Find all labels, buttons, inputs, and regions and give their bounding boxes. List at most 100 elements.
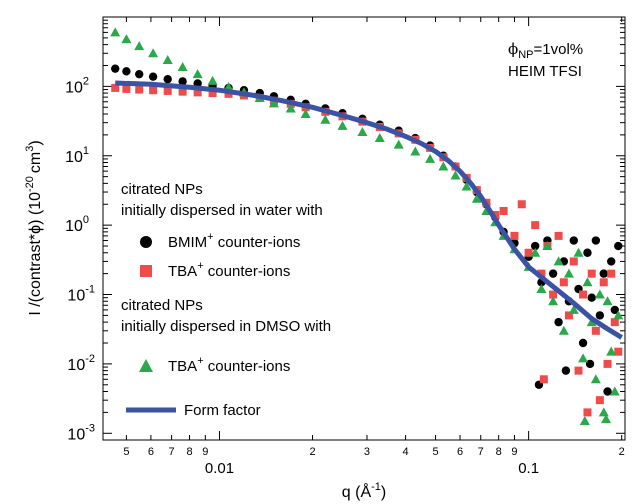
data-point-bmim (554, 317, 563, 327)
x-minor-tick-label: 5 (432, 446, 438, 458)
series-3 (115, 80, 623, 340)
data-point-tba-dmso (148, 48, 159, 58)
data-point-tba-dmso (609, 386, 620, 396)
data-point-bmim (603, 387, 612, 396)
data-point-tba-dmso (598, 407, 609, 417)
data-point-tba-dmso (320, 114, 331, 124)
legend-group1-subtitle: initially dispersed in water with (121, 202, 323, 219)
legend-entry-0: BMIM+ counter-ions (168, 231, 300, 251)
legend-entry-1: TBA+ counter-ions (168, 260, 290, 280)
data-point-tba-dmso (110, 27, 121, 37)
data-point-tba-dmso (425, 153, 436, 163)
data-point-tba-water (607, 269, 616, 278)
legend-marker-square (140, 265, 152, 277)
data-point-tba-dmso (548, 296, 559, 306)
data-point-tba-dmso (602, 296, 613, 306)
data-point-tba-dmso (285, 103, 296, 113)
x-major-tick-label: 0.01 (205, 460, 234, 477)
data-point-tba-dmso (268, 98, 279, 108)
data-point-tba-water (595, 396, 604, 405)
y-axis-label-exp1: -20 (24, 176, 36, 192)
data-point-tba-dmso (594, 289, 605, 299)
data-point-bmim (583, 248, 592, 257)
legend-entry-ion: BMIM (168, 234, 207, 251)
data-point-tba-water (208, 89, 217, 98)
data-point-bmim (595, 311, 605, 320)
data-point-bmim (135, 69, 144, 79)
legend-marker-triangle (139, 359, 153, 372)
data-point-tba-water (193, 88, 202, 97)
x-minor-tick-label: 2 (309, 446, 315, 458)
data-point-tba-dmso (300, 108, 311, 118)
annotation-ionic-liquid: HEIM TFSI (508, 63, 582, 80)
legend-entry-rest: counter-ions (204, 358, 291, 375)
data-point-bmim (163, 74, 172, 84)
data-point-tba-dmso (542, 241, 553, 251)
y-tick-exponent: -2 (85, 353, 95, 365)
y-tick-exponent: -1 (85, 284, 95, 296)
legend-entry-3: Form factor (184, 402, 261, 419)
x-minor-tick-label: 9 (511, 446, 517, 458)
annotation-phi-sub: NP (518, 49, 533, 61)
y-tick-mantissa: 10 (65, 79, 83, 96)
legend-group2-subtitle: initially dispersed in DMSO with (121, 318, 331, 335)
legend-entry-sup: + (197, 260, 203, 272)
data-point-tba-dmso (438, 161, 449, 171)
data-point-tba-dmso (357, 127, 368, 137)
x-minor-tick-label: 6 (457, 446, 463, 458)
data-point-bmim (587, 293, 596, 302)
legend: citrated NPs initially dispersed in water… (121, 181, 331, 419)
data-point-tba-dmso (192, 69, 203, 79)
data-point-tba-dmso (536, 284, 547, 294)
x-axis-label-main: q (Å (342, 482, 372, 501)
axis-labels: q (Å-1)I /(contrast*ϕ) (10-20cm3) (24, 140, 386, 501)
data-point-tba-water (163, 86, 172, 95)
legend-entry-rest: counter-ions (204, 263, 291, 280)
x-minor-tick-label: 2 (619, 446, 625, 458)
data-point-tba-water (614, 347, 623, 356)
x-minor-tick-label: 8 (186, 446, 192, 458)
annotation-phi-rest: =1vol% (534, 41, 584, 58)
data-point-tba-dmso (162, 55, 173, 65)
data-point-tba-dmso (471, 193, 482, 203)
x-minor-tick-label: 3 (364, 446, 370, 458)
data-point-tba-water (549, 290, 558, 299)
data-point-bmim (599, 269, 608, 278)
data-point-tba-dmso (582, 277, 593, 287)
annotation-phi-line: ϕNP=1vol% (508, 40, 583, 61)
data-point-tba-water (524, 248, 533, 257)
data-point-tba-water (122, 84, 131, 93)
y-axis-label-exp2: 3 (24, 146, 36, 152)
data-point-bmim (148, 72, 158, 81)
data-point-bmim (607, 257, 616, 266)
data-point-bmim (111, 64, 120, 73)
legend-entry-sup: + (207, 231, 213, 243)
y-tick-label: 100 (65, 214, 89, 235)
data-point-tba-water (610, 318, 619, 327)
data-point-tba-dmso (530, 247, 541, 257)
x-minor-tick-label: 7 (478, 446, 484, 458)
y-tick-label: 102 (65, 75, 89, 96)
data-point-bmim (591, 236, 601, 245)
y-tick-label: 10-1 (67, 284, 95, 305)
y-axis-label-main: I /(contrast*ϕ) (10 (27, 192, 44, 316)
data-point-bmim (614, 241, 623, 251)
data-point-tba-dmso (177, 62, 188, 72)
data-point-tba-dmso (553, 256, 564, 266)
legend-entry-ion: Form factor (184, 402, 261, 419)
data-point-tba-dmso (578, 353, 589, 363)
data-point-tba-dmso (134, 41, 145, 51)
data-point-tba-dmso (393, 139, 404, 149)
data-point-tba-water (569, 257, 578, 266)
x-minor-tick-label: 4 (403, 446, 409, 458)
y-tick-mantissa: 10 (67, 357, 85, 374)
x-minor-tick-label: 9 (202, 446, 208, 458)
data-point-tba-dmso (613, 310, 624, 320)
data-point-tba-water (510, 231, 519, 240)
x-minor-tick-label: 6 (148, 446, 154, 458)
y-axis-label: I /(contrast*ϕ) (10-20 cm3) (24, 140, 44, 315)
data-point-tba-water (564, 311, 573, 320)
x-minor-tick-label: 7 (169, 446, 175, 458)
y-tick-label: 10-3 (67, 422, 95, 443)
